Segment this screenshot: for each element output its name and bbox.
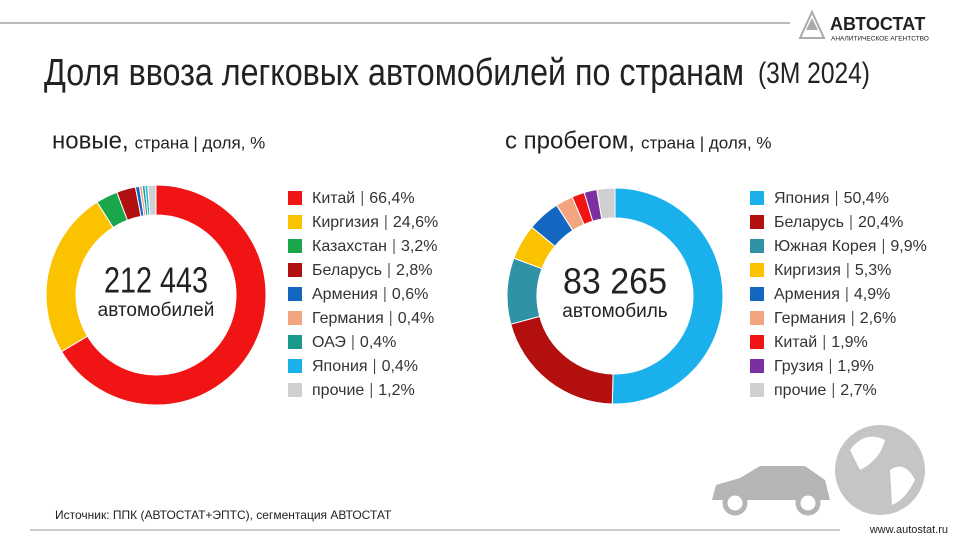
legend-swatch bbox=[750, 239, 764, 253]
legend-swatch bbox=[750, 383, 764, 397]
legend-label: Беларусь bbox=[774, 214, 844, 231]
legend-value: 2,7% bbox=[840, 382, 876, 399]
legend-swatch bbox=[288, 311, 302, 325]
legend-swatch bbox=[288, 215, 302, 229]
logo-name: АВТОСТАТ bbox=[830, 14, 925, 34]
legend-swatch bbox=[750, 263, 764, 277]
legend-value: 20,4% bbox=[858, 214, 903, 231]
legend-label: ОАЭ bbox=[312, 334, 346, 351]
logo-icon-inner bbox=[806, 18, 818, 30]
legend-swatch bbox=[750, 359, 764, 373]
source: Источник: ППК (АВТОСТАТ+ЭПТС), сегментац… bbox=[55, 508, 392, 522]
legend-swatch bbox=[288, 335, 302, 349]
donut-slice bbox=[506, 257, 543, 325]
legend-value: 2,8% bbox=[396, 262, 432, 279]
legend-value: 2,6% bbox=[860, 310, 896, 327]
car-wheel bbox=[722, 490, 748, 516]
legend-swatch bbox=[288, 263, 302, 277]
page-title: Доля ввоза легковых автомобилей по стран… bbox=[44, 52, 744, 94]
legend-label: Германия bbox=[774, 310, 846, 327]
legend-value: 5,3% bbox=[855, 262, 891, 279]
logo-tagline: АНАЛИТИЧЕСКОЕ АГЕНТСТВО bbox=[831, 36, 929, 43]
legend-value: 66,4% bbox=[369, 190, 414, 207]
legend-swatch bbox=[288, 287, 302, 301]
chart-subtitle: страна | доля, % bbox=[641, 133, 772, 152]
legend-label: Киргизия bbox=[312, 214, 379, 231]
legend-label: Армения bbox=[774, 286, 840, 303]
legend-label: Япония bbox=[312, 358, 368, 375]
legend-value: 9,9% bbox=[890, 238, 926, 255]
car-wheel bbox=[795, 490, 821, 516]
legend-value: 1,9% bbox=[831, 334, 867, 351]
center-caption: автомобиль bbox=[562, 301, 668, 322]
legend-value: 4,9% bbox=[854, 286, 890, 303]
legend-label: Грузия bbox=[774, 358, 823, 375]
legend-value: 3,2% bbox=[401, 238, 437, 255]
legend-value: 0,6% bbox=[392, 286, 428, 303]
legend-value: 24,6% bbox=[393, 214, 438, 231]
legend-label: Киргизия bbox=[774, 262, 841, 279]
chart-title: новые, bbox=[52, 127, 129, 154]
donut-slice bbox=[510, 315, 614, 405]
legend-swatch bbox=[750, 287, 764, 301]
legend-label: прочие bbox=[774, 382, 826, 399]
legend-swatch bbox=[750, 311, 764, 325]
legend-swatch bbox=[750, 335, 764, 349]
legend-label: Беларусь bbox=[312, 262, 382, 279]
donut-slice bbox=[147, 184, 157, 216]
car-body bbox=[712, 466, 830, 500]
logo-icon bbox=[798, 9, 826, 39]
page-title-period: (3М 2024) bbox=[758, 57, 870, 90]
chart-title: с пробегом, bbox=[505, 127, 635, 154]
car-icon bbox=[712, 466, 830, 516]
legend-label: прочие bbox=[312, 382, 364, 399]
logo: АВТОСТАТ АНАЛИТИЧЕСКОЕ АГЕНТСТВО bbox=[798, 9, 929, 43]
globe-land bbox=[850, 436, 915, 505]
legend-swatch bbox=[750, 191, 764, 205]
legend-value: 0,4% bbox=[382, 358, 418, 375]
center-value: 83 265 bbox=[563, 261, 667, 302]
legend-value: 1,9% bbox=[837, 358, 873, 375]
legend-label: Казахстан bbox=[312, 238, 387, 255]
center-value: 212 443 bbox=[104, 260, 208, 301]
legend-label: Китай bbox=[774, 334, 817, 351]
legend-value: 50,4% bbox=[844, 190, 889, 207]
legend-value: 0,4% bbox=[360, 334, 396, 351]
chart-subtitle: страна | доля, % bbox=[135, 133, 266, 152]
donut-slice bbox=[611, 187, 724, 405]
legend-value: 1,2% bbox=[378, 382, 414, 399]
legend-label: Германия bbox=[312, 310, 384, 327]
donut-slice bbox=[596, 187, 616, 220]
legend-swatch bbox=[750, 215, 764, 229]
legend-label: Япония bbox=[774, 190, 830, 207]
center-caption: автомобилей bbox=[98, 300, 215, 321]
legend-swatch bbox=[288, 239, 302, 253]
website: www.autostat.ru bbox=[869, 524, 948, 536]
legend-swatch bbox=[288, 191, 302, 205]
donut-slice bbox=[60, 184, 267, 406]
legend-value: 0,4% bbox=[398, 310, 434, 327]
globe-icon bbox=[835, 425, 925, 515]
legend-swatch bbox=[288, 359, 302, 373]
legend-label: Армения bbox=[312, 286, 378, 303]
legend-swatch bbox=[288, 383, 302, 397]
legend-label: Южная Корея bbox=[774, 238, 876, 255]
legend-label: Китай bbox=[312, 190, 355, 207]
